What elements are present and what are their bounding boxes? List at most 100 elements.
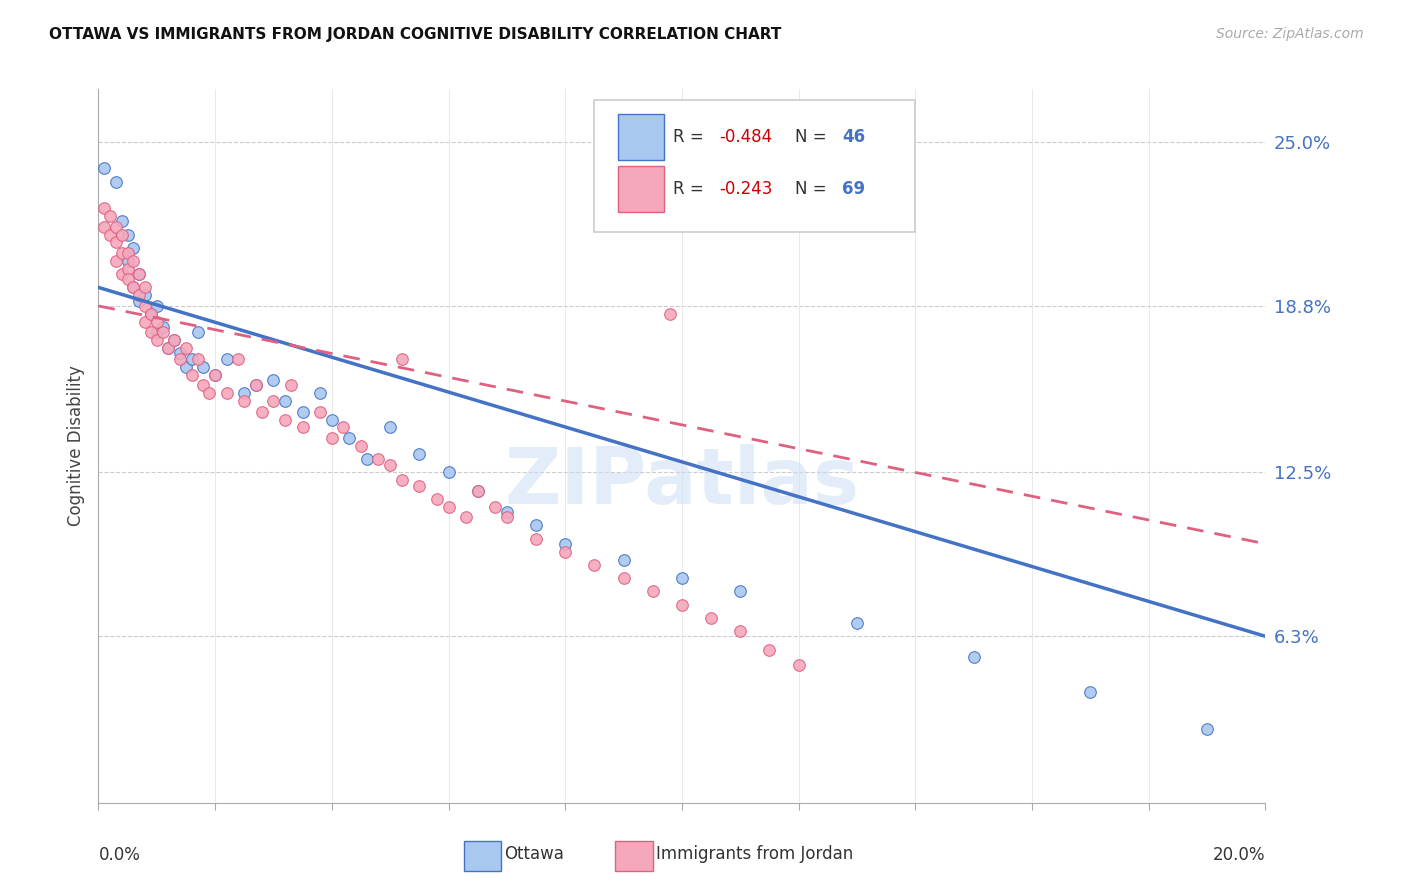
- Point: [321, 412, 343, 426]
- Point: [1080, 685, 1102, 699]
- Point: [245, 378, 267, 392]
- Point: [128, 293, 150, 308]
- Point: [641, 584, 664, 599]
- Point: [152, 320, 174, 334]
- Point: [524, 532, 547, 546]
- Point: [187, 326, 209, 340]
- Point: [122, 280, 145, 294]
- Text: N =: N =: [796, 128, 832, 146]
- Point: [215, 386, 238, 401]
- Point: [262, 373, 284, 387]
- Text: N =: N =: [796, 180, 832, 198]
- Text: OTTAWA VS IMMIGRANTS FROM JORDAN COGNITIVE DISABILITY CORRELATION CHART: OTTAWA VS IMMIGRANTS FROM JORDAN COGNITI…: [49, 27, 782, 42]
- Point: [367, 452, 389, 467]
- Point: [134, 280, 156, 294]
- Point: [98, 227, 121, 242]
- FancyBboxPatch shape: [617, 114, 665, 161]
- Point: [408, 478, 430, 492]
- Point: [146, 299, 169, 313]
- Point: [128, 288, 150, 302]
- Point: [228, 351, 250, 366]
- Point: [1195, 722, 1218, 736]
- Point: [612, 552, 634, 566]
- Point: [117, 227, 139, 242]
- Point: [262, 394, 284, 409]
- Point: [128, 267, 150, 281]
- Point: [846, 616, 869, 631]
- Text: Ottawa: Ottawa: [505, 846, 564, 863]
- Point: [484, 500, 506, 514]
- Point: [337, 431, 360, 445]
- Point: [204, 368, 226, 382]
- Point: [146, 333, 169, 347]
- Text: 0.0%: 0.0%: [98, 846, 141, 863]
- Point: [274, 394, 297, 409]
- Point: [169, 351, 191, 366]
- Point: [391, 351, 413, 366]
- Point: [104, 175, 127, 189]
- Point: [104, 254, 127, 268]
- Point: [309, 404, 332, 418]
- Point: [169, 346, 191, 360]
- Text: R =: R =: [672, 180, 709, 198]
- Point: [730, 584, 752, 599]
- Point: [104, 219, 127, 234]
- Point: [583, 558, 606, 572]
- Point: [117, 261, 139, 276]
- Point: [163, 333, 186, 347]
- Point: [117, 246, 139, 260]
- Point: [233, 386, 256, 401]
- Text: -0.484: -0.484: [720, 128, 772, 146]
- Point: [193, 378, 215, 392]
- Point: [787, 658, 810, 673]
- Point: [111, 246, 134, 260]
- Text: Source: ZipAtlas.com: Source: ZipAtlas.com: [1216, 27, 1364, 41]
- Y-axis label: Cognitive Disability: Cognitive Disability: [66, 366, 84, 526]
- Point: [426, 491, 449, 506]
- Point: [496, 510, 519, 524]
- Point: [437, 466, 460, 480]
- Point: [215, 351, 238, 366]
- Point: [467, 483, 489, 498]
- Point: [134, 299, 156, 313]
- Point: [659, 307, 682, 321]
- Point: [380, 458, 402, 472]
- Point: [111, 214, 134, 228]
- Point: [291, 404, 314, 418]
- Point: [139, 307, 162, 321]
- Point: [122, 254, 145, 268]
- Point: [198, 386, 221, 401]
- Point: [174, 359, 197, 374]
- Text: 46: 46: [842, 128, 865, 146]
- Point: [146, 315, 169, 329]
- Text: R =: R =: [672, 128, 709, 146]
- Point: [962, 650, 984, 665]
- Point: [309, 386, 332, 401]
- Point: [122, 241, 145, 255]
- Point: [730, 624, 752, 638]
- Point: [380, 420, 402, 434]
- Text: ZIPatlas: ZIPatlas: [505, 443, 859, 520]
- Text: 69: 69: [842, 180, 865, 198]
- Point: [187, 351, 209, 366]
- Point: [93, 161, 115, 176]
- Point: [612, 571, 634, 585]
- Point: [321, 431, 343, 445]
- Point: [157, 341, 180, 355]
- Point: [554, 537, 576, 551]
- Point: [152, 326, 174, 340]
- Point: [139, 307, 162, 321]
- FancyBboxPatch shape: [464, 840, 501, 871]
- Point: [700, 611, 723, 625]
- Point: [146, 326, 169, 340]
- Point: [134, 288, 156, 302]
- Point: [174, 341, 197, 355]
- Point: [437, 500, 460, 514]
- Point: [111, 227, 134, 242]
- FancyBboxPatch shape: [595, 100, 915, 232]
- Point: [454, 510, 477, 524]
- Point: [554, 545, 576, 559]
- Point: [163, 333, 186, 347]
- Point: [280, 378, 302, 392]
- Point: [671, 571, 693, 585]
